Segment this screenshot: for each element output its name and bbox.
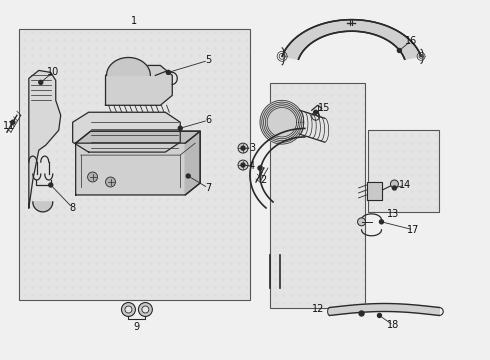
Text: 4: 4 — [249, 161, 255, 171]
Circle shape — [397, 49, 401, 53]
Text: 5: 5 — [205, 55, 211, 66]
Text: 10: 10 — [47, 67, 59, 77]
Polygon shape — [282, 20, 421, 59]
Circle shape — [122, 302, 135, 316]
Text: 6: 6 — [205, 115, 211, 125]
Circle shape — [178, 126, 182, 130]
Text: 2: 2 — [260, 175, 266, 185]
Polygon shape — [75, 131, 200, 195]
Polygon shape — [330, 303, 439, 315]
Circle shape — [391, 180, 398, 188]
Text: 12: 12 — [312, 305, 324, 315]
Text: 16: 16 — [405, 36, 417, 46]
Circle shape — [241, 146, 245, 150]
Polygon shape — [367, 182, 383, 200]
Text: 13: 13 — [387, 209, 399, 219]
Polygon shape — [260, 100, 304, 144]
Circle shape — [186, 174, 190, 178]
Text: 17: 17 — [407, 225, 419, 235]
Text: 7: 7 — [205, 183, 211, 193]
Text: 3: 3 — [249, 143, 255, 153]
Circle shape — [166, 71, 171, 75]
Bar — [19, 28, 250, 300]
Circle shape — [314, 110, 318, 114]
Polygon shape — [33, 202, 53, 212]
Text: 14: 14 — [399, 180, 412, 190]
Polygon shape — [75, 131, 200, 143]
Circle shape — [379, 220, 384, 224]
Circle shape — [11, 120, 15, 124]
Text: 15: 15 — [318, 103, 330, 113]
Text: 1: 1 — [131, 15, 138, 26]
Polygon shape — [185, 131, 200, 195]
Circle shape — [105, 177, 116, 187]
Circle shape — [49, 183, 53, 187]
Circle shape — [377, 314, 382, 318]
Circle shape — [258, 166, 262, 170]
Circle shape — [39, 80, 43, 84]
Polygon shape — [105, 66, 172, 105]
Circle shape — [142, 306, 149, 313]
Circle shape — [88, 172, 98, 182]
Text: 18: 18 — [387, 320, 399, 330]
Circle shape — [358, 218, 366, 226]
Bar — [368, 130, 439, 212]
Circle shape — [241, 163, 245, 167]
Polygon shape — [106, 58, 150, 75]
Text: 11: 11 — [3, 121, 15, 131]
Circle shape — [238, 143, 248, 153]
Text: 8: 8 — [70, 203, 76, 213]
Circle shape — [138, 302, 152, 316]
Text: 9: 9 — [133, 323, 140, 332]
Circle shape — [238, 160, 248, 170]
Circle shape — [125, 306, 132, 313]
Bar — [270, 84, 365, 307]
Polygon shape — [73, 112, 180, 152]
Circle shape — [359, 311, 364, 316]
Polygon shape — [29, 71, 61, 208]
Circle shape — [392, 186, 396, 190]
